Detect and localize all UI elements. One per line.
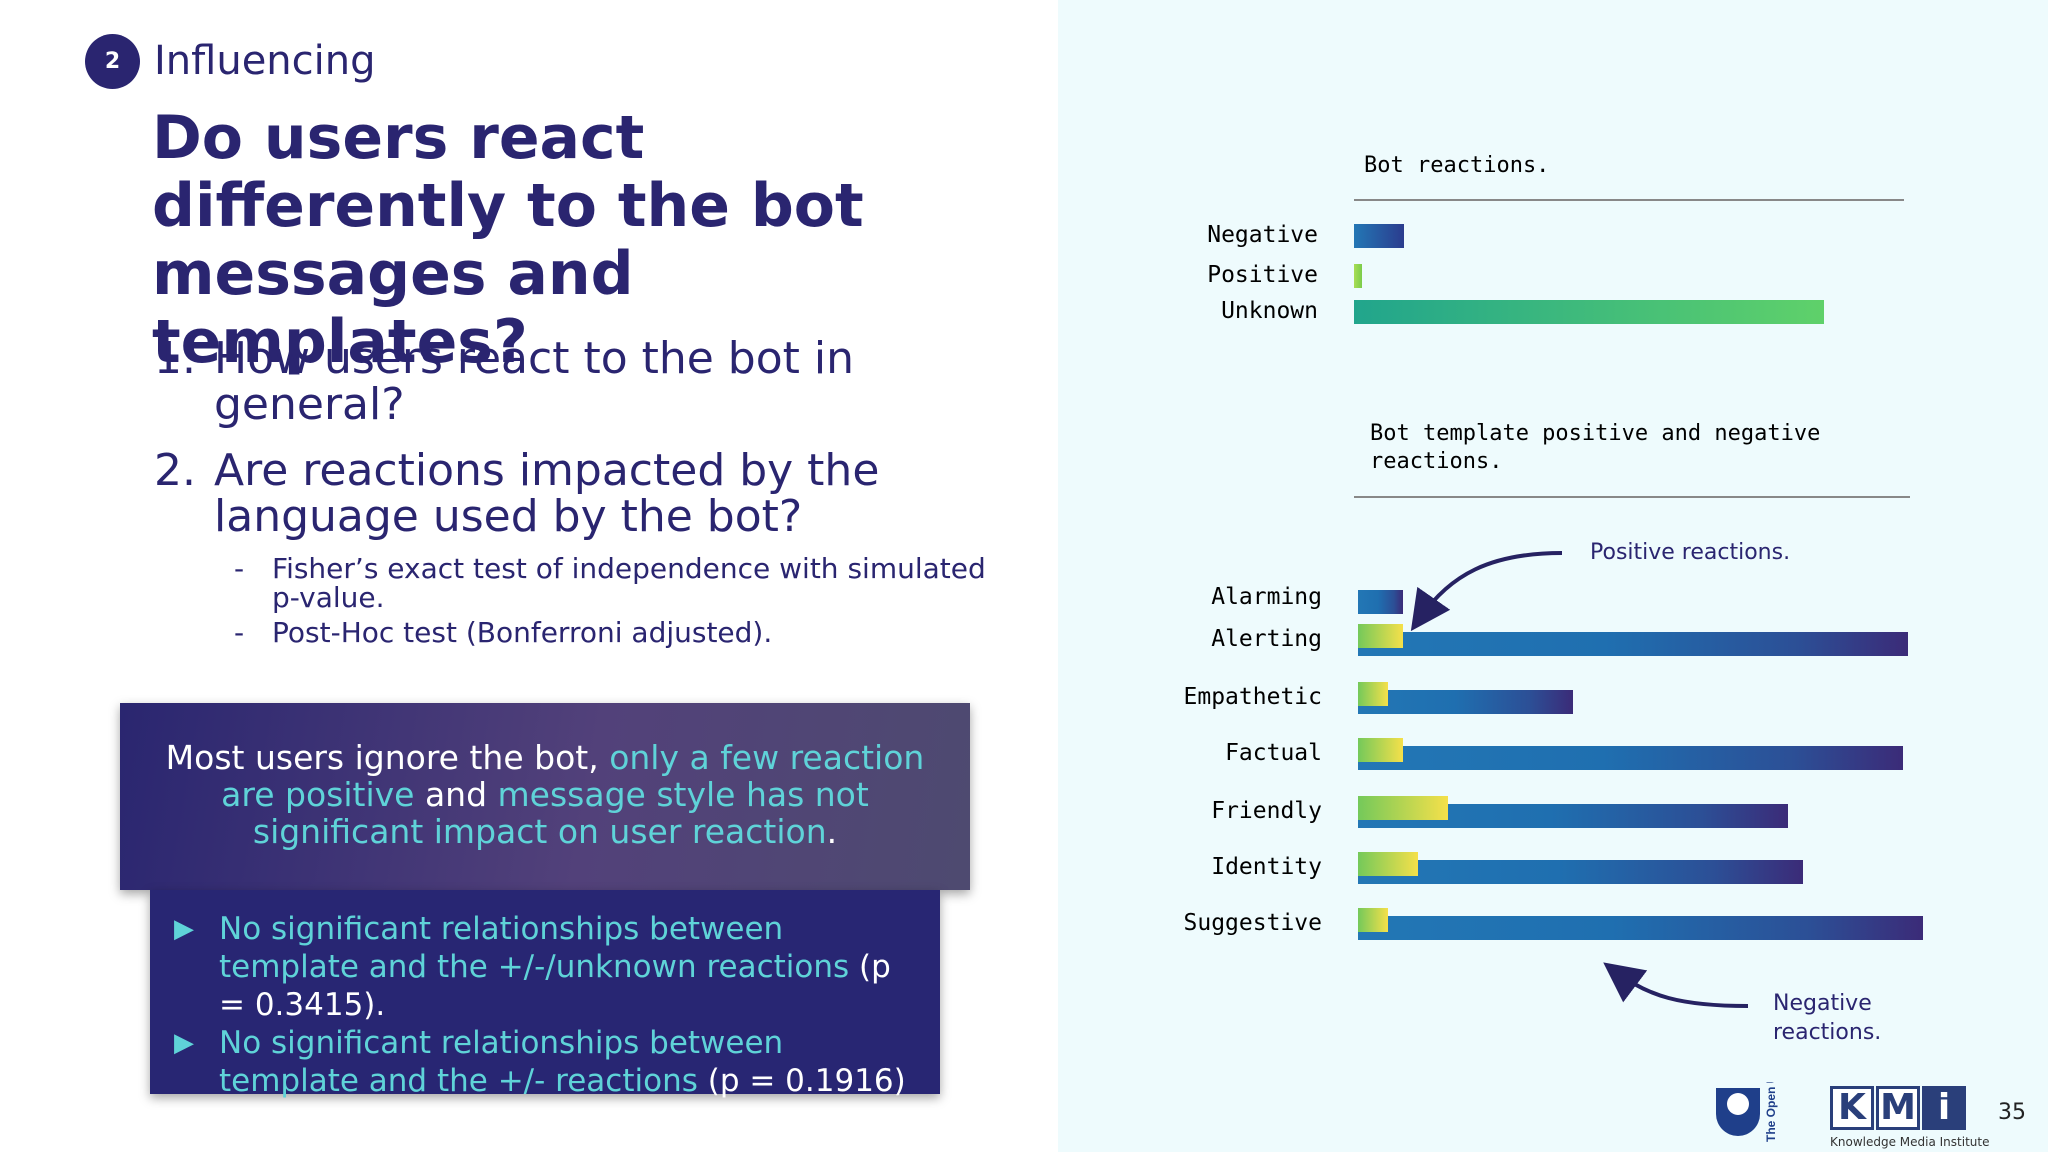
chart1-rule: [1354, 199, 1904, 201]
negative-annotation: Negative reactions.: [1773, 991, 1882, 1045]
findings-box: ▶ No significant relationships between t…: [150, 890, 940, 1099]
negative-arrow-icon: [1603, 962, 1749, 1008]
finding-item: ▶ No significant relationships between t…: [174, 1024, 920, 1100]
question-item: 2. Are reactions impacted by the languag…: [154, 448, 1014, 540]
finding-highlight: No significant relationships between tem…: [219, 911, 850, 985]
summary-text: and: [414, 775, 498, 814]
triangle-bullet-icon: ▶: [174, 1028, 194, 1058]
open-university-logo-icon: [1716, 1088, 1760, 1136]
category-label: Identity: [1211, 854, 1322, 880]
category-label: Unknown: [1221, 298, 1318, 324]
triangle-bullet-icon: ▶: [174, 914, 194, 944]
chart2-title: Bot template positive and negative react…: [1370, 421, 1821, 474]
negative-bar-suggestive: [1358, 916, 1923, 940]
finding-item: ▶ No significant relationships between t…: [174, 910, 920, 1024]
finding-pvalue: (p = 0.1916): [697, 1063, 906, 1099]
method-text: Post-Hoc test (Bonferroni adjusted).: [272, 616, 773, 649]
category-label: Alarming: [1211, 584, 1322, 610]
question-text: How users react to the bot in general?: [214, 333, 854, 430]
question-item: 1. How users react to the bot in general…: [154, 336, 1014, 428]
svg-text:The Open University: The Open University: [1764, 1082, 1778, 1142]
category-label: Empathetic: [1183, 684, 1322, 710]
category-label: Suggestive: [1183, 910, 1322, 936]
chart1-title: Bot reactions.: [1364, 153, 1550, 178]
bar-unknown: [1354, 300, 1824, 324]
summary-text: .: [826, 812, 838, 851]
question-number: 2.: [154, 445, 196, 496]
kmi-letter: M: [1876, 1086, 1920, 1130]
open-university-wordmark: The Open University: [1764, 1082, 1778, 1142]
summary-text: Most users ignore the bot,: [165, 738, 610, 777]
category-label: Positive: [1207, 262, 1318, 288]
category-label: Friendly: [1211, 798, 1322, 824]
negative-bar-identity: [1358, 860, 1803, 884]
method-item: - Post-Hoc test (Bonferroni adjusted).: [234, 618, 1014, 647]
category-label: Alerting: [1211, 626, 1322, 652]
question-list: 1. How users react to the bot in general…: [154, 336, 1014, 659]
positive-bar-identity: [1358, 852, 1418, 876]
question-number: 1.: [154, 333, 196, 384]
positive-bar-suggestive: [1358, 908, 1388, 932]
chart2-rule: [1354, 496, 1910, 498]
positive-bar-empathetic: [1358, 682, 1388, 706]
positive-bar-factual: [1358, 738, 1403, 762]
finding-highlight: No significant relationships between tem…: [219, 1025, 784, 1099]
finding-pvalue: (p = 0.3415).: [219, 949, 891, 1023]
kmi-letter: i: [1922, 1086, 1966, 1130]
positive-annotation: Positive reactions.: [1590, 540, 1791, 565]
positive-arrow-icon: [1410, 551, 1563, 632]
negative-bar-factual: [1358, 746, 1903, 770]
category-label: Negative: [1207, 222, 1318, 248]
bar-negative: [1354, 224, 1404, 248]
summary-highlight: message style has not significant impact…: [252, 775, 869, 851]
page-number: 35: [1998, 1100, 2026, 1125]
chart-panel: [1058, 0, 2048, 1152]
negative-bar-empathetic: [1358, 690, 1573, 714]
category-label: Factual: [1225, 740, 1322, 766]
negative-bar-alerting: [1358, 632, 1908, 656]
summary-box: Most users ignore the bot, only a few re…: [120, 703, 970, 890]
bar-positive: [1354, 264, 1362, 288]
dash-bullet: -: [234, 616, 245, 649]
method-item: - Fisher’s exact test of independence wi…: [234, 554, 1014, 612]
dash-bullet: -: [234, 552, 245, 585]
section-number-badge: 2: [85, 34, 140, 89]
method-text: Fisher’s exact test of independence with…: [272, 552, 986, 614]
summary-highlight: only a few reaction are positive: [221, 738, 925, 814]
positive-bar-friendly: [1358, 796, 1448, 820]
section-label: Influencing: [154, 38, 376, 84]
question-text: Are reactions impacted by the language u…: [214, 445, 880, 542]
negative-bar-alarming: [1358, 590, 1403, 614]
kmi-caption: Knowledge Media Institute: [1830, 1135, 1990, 1149]
positive-bar-alerting: [1358, 624, 1403, 648]
kmi-letter: K: [1830, 1086, 1874, 1130]
slide-title: Do users react differently to the bot me…: [152, 103, 864, 377]
